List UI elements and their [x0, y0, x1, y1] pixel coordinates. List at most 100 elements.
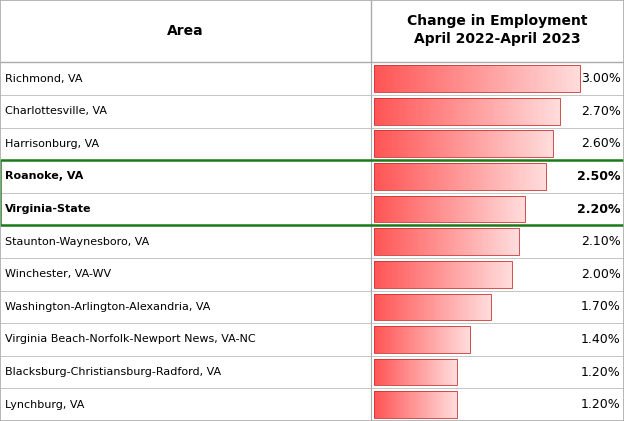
Bar [430, 98, 432, 125]
Bar [393, 293, 395, 320]
Bar [404, 261, 406, 288]
Bar [452, 228, 454, 255]
Bar [402, 392, 404, 418]
Bar [480, 261, 483, 288]
Bar [512, 196, 514, 222]
Text: Harrisonburg, VA: Harrisonburg, VA [5, 139, 99, 149]
Bar [392, 326, 394, 353]
Bar [419, 163, 422, 190]
Bar [398, 228, 400, 255]
Bar [436, 65, 439, 92]
Bar [388, 163, 390, 190]
Bar [449, 392, 451, 418]
Bar [433, 326, 435, 353]
Bar [404, 163, 407, 190]
Bar [444, 359, 445, 386]
Bar [441, 163, 443, 190]
Bar [394, 359, 396, 386]
Bar [439, 163, 441, 190]
Bar [448, 196, 451, 222]
Bar [511, 228, 514, 255]
Bar [383, 261, 385, 288]
Bar [395, 65, 398, 92]
Bar [455, 392, 456, 418]
Bar [456, 98, 458, 125]
Bar [428, 359, 429, 386]
Bar [470, 261, 472, 288]
Text: Virginia-State: Virginia-State [5, 204, 92, 214]
Bar [429, 196, 431, 222]
Bar [412, 326, 413, 353]
Bar [416, 65, 419, 92]
Bar [490, 98, 493, 125]
Bar [480, 228, 483, 255]
Bar [427, 196, 429, 222]
Bar [510, 163, 512, 190]
Bar [403, 228, 406, 255]
Bar [456, 326, 457, 353]
Bar [396, 293, 398, 320]
Bar [401, 228, 404, 255]
Bar [460, 326, 461, 353]
Bar [381, 359, 382, 386]
Bar [486, 261, 488, 288]
Bar [553, 98, 555, 125]
Bar [392, 65, 395, 92]
Text: Area: Area [167, 24, 204, 38]
Bar [374, 65, 580, 92]
Bar [392, 392, 393, 418]
Bar [441, 359, 442, 386]
Bar [524, 131, 527, 157]
Bar [416, 228, 418, 255]
Bar [397, 326, 399, 353]
Bar [462, 163, 465, 190]
Bar [461, 163, 462, 190]
Bar [395, 98, 398, 125]
Bar [417, 359, 418, 386]
Bar [466, 261, 467, 288]
Bar [401, 131, 404, 157]
Bar [378, 293, 379, 320]
Bar [383, 326, 384, 353]
Bar [540, 163, 542, 190]
Bar [432, 228, 434, 255]
Bar [379, 65, 383, 92]
Bar [470, 65, 472, 92]
Bar [442, 359, 444, 386]
Bar [450, 326, 452, 353]
Text: 3.00%: 3.00% [581, 72, 621, 85]
Bar [376, 261, 378, 288]
Bar [0, 95, 624, 128]
Bar [430, 131, 432, 157]
Bar [507, 98, 509, 125]
Bar [386, 98, 389, 125]
Bar [419, 261, 421, 288]
Bar [416, 359, 417, 386]
Bar [463, 326, 465, 353]
Bar [515, 228, 517, 255]
Bar [381, 98, 384, 125]
Bar [384, 392, 386, 418]
Bar [411, 359, 412, 386]
Bar [402, 261, 404, 288]
Bar [388, 98, 391, 125]
Bar [436, 326, 437, 353]
Bar [437, 293, 439, 320]
Bar [426, 196, 427, 222]
Bar [431, 293, 433, 320]
Bar [452, 196, 454, 222]
Bar [382, 228, 384, 255]
Bar [510, 228, 512, 255]
Bar [459, 326, 460, 353]
Bar [378, 228, 380, 255]
Bar [494, 196, 495, 222]
Bar [384, 359, 385, 386]
Bar [461, 228, 463, 255]
Bar [437, 359, 439, 386]
Bar [419, 131, 422, 157]
Bar [452, 359, 453, 386]
Bar [495, 196, 497, 222]
Bar [525, 98, 528, 125]
Bar [488, 293, 490, 320]
Bar [387, 359, 388, 386]
